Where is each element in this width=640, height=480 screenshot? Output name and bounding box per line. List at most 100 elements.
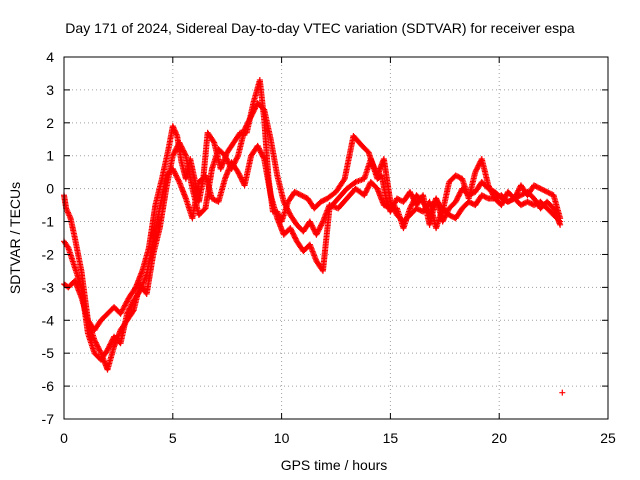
data-point	[465, 198, 472, 205]
data-point	[259, 152, 266, 159]
data-point	[232, 157, 239, 164]
y-tick-label: 3	[46, 82, 54, 98]
data-point	[442, 211, 449, 218]
data-point	[456, 174, 463, 181]
data-point	[180, 148, 187, 155]
data-point	[172, 171, 179, 178]
data-point	[307, 219, 314, 226]
data-point	[231, 159, 238, 166]
data-point	[255, 145, 262, 152]
data-point	[472, 167, 479, 174]
data-point	[540, 186, 547, 193]
data-point	[467, 199, 474, 206]
data-point	[536, 184, 543, 191]
data-point	[465, 192, 472, 199]
data-point	[386, 204, 393, 211]
data-point	[534, 184, 541, 191]
data-point	[520, 200, 527, 207]
data-point	[244, 119, 251, 126]
data-point	[95, 344, 102, 351]
data-point	[231, 160, 238, 167]
data-point	[284, 206, 291, 213]
data-point	[252, 105, 259, 112]
data-point	[545, 189, 552, 196]
data-point	[250, 107, 257, 114]
data-point	[414, 206, 421, 213]
data-point	[502, 192, 509, 199]
data-point	[176, 140, 183, 147]
data-point	[533, 183, 540, 190]
y-tick-label: -1	[42, 214, 55, 230]
data-point	[423, 205, 430, 212]
data-point	[96, 347, 103, 354]
data-point	[295, 190, 302, 197]
data-point	[170, 151, 177, 158]
data-point	[306, 218, 313, 225]
data-point	[452, 172, 459, 179]
data-point	[340, 177, 347, 184]
data-point	[542, 188, 549, 195]
data-point	[176, 139, 183, 146]
data-point	[365, 184, 372, 191]
data-point	[383, 203, 390, 210]
data-point	[447, 212, 454, 219]
data-point	[406, 205, 413, 212]
data-point	[531, 182, 538, 189]
data-point	[314, 230, 321, 237]
data-point	[444, 208, 451, 215]
data-point	[319, 198, 326, 205]
data-point	[302, 194, 309, 201]
data-point	[500, 196, 507, 203]
data-point	[291, 233, 298, 240]
series-track-c	[61, 100, 564, 373]
data-point	[504, 198, 511, 205]
data-point	[256, 146, 263, 153]
data-point	[173, 173, 180, 180]
data-point	[233, 155, 240, 162]
x-tick-label: 10	[274, 430, 290, 446]
data-point	[559, 389, 566, 396]
data-point	[208, 195, 215, 202]
data-point	[173, 146, 180, 153]
data-point	[531, 202, 538, 209]
data-point	[408, 192, 415, 199]
data-point	[407, 204, 414, 211]
data-point	[443, 210, 450, 217]
data-point	[391, 199, 398, 206]
data-point	[455, 193, 462, 200]
data-point	[384, 204, 391, 211]
data-point	[515, 187, 522, 194]
data-point	[247, 114, 254, 121]
data-point	[314, 229, 321, 236]
data-point	[97, 348, 104, 355]
data-point	[235, 169, 242, 176]
data-point	[173, 172, 180, 179]
data-point	[362, 189, 369, 196]
data-point	[225, 160, 232, 167]
data-point	[480, 192, 487, 199]
data-point	[315, 227, 322, 234]
data-point	[229, 163, 236, 170]
data-point	[260, 154, 267, 161]
data-point	[457, 189, 464, 196]
data-point	[171, 148, 178, 155]
data-point	[537, 185, 544, 192]
y-tick-label: -4	[42, 312, 55, 328]
data-point	[487, 186, 494, 193]
data-point	[422, 204, 429, 211]
chart-title: Day 171 of 2024, Sidereal Day-to-day VTE…	[65, 20, 575, 36]
data-point	[174, 175, 181, 182]
data-point	[420, 198, 427, 205]
x-axis-label: GPS time / hours	[281, 457, 388, 473]
data-point	[489, 187, 496, 194]
data-point	[175, 177, 182, 184]
data-point	[411, 196, 418, 203]
data-point	[361, 190, 368, 197]
data-point	[317, 223, 324, 230]
data-point	[456, 190, 463, 197]
data-point	[181, 150, 188, 157]
data-point	[361, 192, 368, 199]
data-point	[242, 123, 249, 130]
data-point	[222, 152, 229, 159]
